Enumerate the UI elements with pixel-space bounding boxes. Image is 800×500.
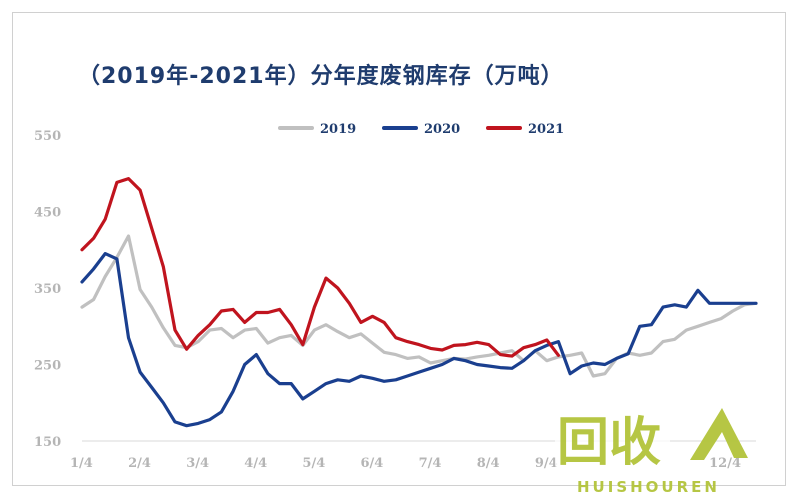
series-line-2020	[80, 252, 758, 428]
y-tick-label: 150	[34, 435, 61, 450]
legend-label-2021: 2021	[528, 122, 564, 137]
y-tick-label: 250	[34, 359, 61, 374]
legend-label-2020: 2020	[424, 122, 460, 137]
x-tick-label: 5/4	[302, 456, 325, 471]
watermark-en-text: HUISHOUREN	[577, 478, 720, 496]
watermark-mark-icon	[690, 408, 748, 460]
legend: 2019 2020 2021	[278, 122, 564, 137]
series-line-2021	[80, 177, 561, 358]
series-layer	[80, 177, 758, 428]
x-tick-label: 3/4	[186, 456, 209, 471]
chart-frame	[12, 12, 786, 486]
y-tick-label: 550	[34, 129, 61, 144]
x-tick-label: 8/4	[477, 456, 500, 471]
x-tick-label: 4/4	[244, 456, 267, 471]
watermark-logo: 回收 HUISHOUREN	[555, 408, 748, 496]
x-tick-label: 6/4	[361, 456, 384, 471]
x-tick-label: 12/4	[709, 456, 741, 471]
watermark-backdrop	[555, 410, 670, 470]
chart-title: （2019年-2021年）分年度废钢库存（万吨）	[78, 64, 564, 89]
x-tick-label: 9/4	[535, 456, 558, 471]
x-tick-label: 2/4	[128, 456, 151, 471]
legend-label-2019: 2019	[320, 122, 356, 137]
y-tick-label: 350	[34, 282, 61, 297]
y-tick-label: 450	[34, 206, 61, 221]
x-tick-label: 7/4	[419, 456, 442, 471]
axis-layer: 550 450 350 250 150 1/4 2/4 3/4 4/4 5/4 6/4 7/4 8/4 9…	[34, 129, 756, 471]
x-tick-label: 1/4	[70, 456, 93, 471]
series-line-2019	[80, 234, 758, 378]
watermark-cn-text: 回收	[557, 413, 661, 473]
